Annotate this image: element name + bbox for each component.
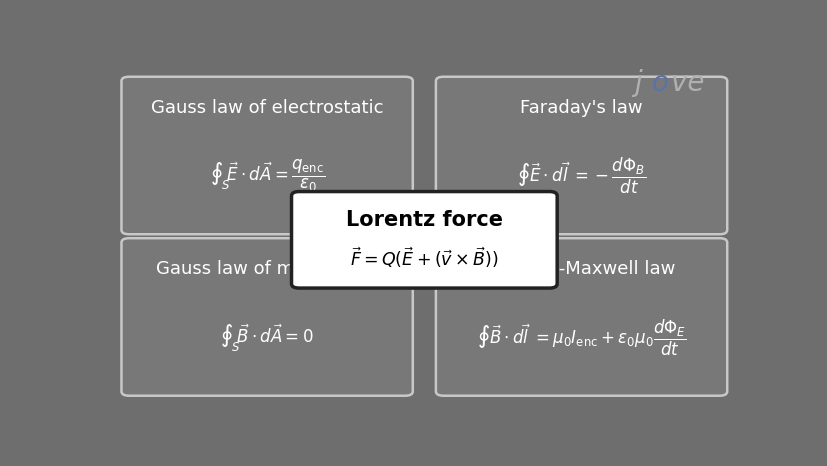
FancyBboxPatch shape [435, 238, 726, 396]
FancyBboxPatch shape [122, 77, 413, 234]
Text: Gauss law of magnetism: Gauss law of magnetism [155, 260, 378, 279]
FancyBboxPatch shape [122, 238, 413, 396]
Text: $\oint\vec{B}\cdot d\vec{l}\; = \mu_0 I_{\mathrm{enc}} + \varepsilon_0\mu_0\dfra: $\oint\vec{B}\cdot d\vec{l}\; = \mu_0 I_… [476, 318, 686, 358]
Text: Faraday's law: Faraday's law [519, 99, 642, 117]
FancyBboxPatch shape [291, 192, 557, 288]
Text: j: j [633, 69, 641, 97]
Text: $\oint\vec{E}\cdot d\vec{l}\; = -\dfrac{d\Phi_B}{dt}$: $\oint\vec{E}\cdot d\vec{l}\; = -\dfrac{… [516, 156, 645, 197]
Text: ve: ve [670, 69, 703, 97]
Text: Ampere-Maxwell law: Ampere-Maxwell law [487, 260, 675, 279]
Text: Gauss law of electrostatic: Gauss law of electrostatic [151, 99, 383, 117]
Text: o: o [651, 69, 668, 97]
Text: $\vec{F} = Q(\vec{E} + (\vec{v}\times\vec{B}))$: $\vec{F} = Q(\vec{E} + (\vec{v}\times\ve… [350, 245, 498, 270]
FancyBboxPatch shape [435, 77, 726, 234]
Text: $\oint_{S}\!\vec{E}\cdot d\vec{A} = \dfrac{q_{\mathrm{enc}}}{\varepsilon_0}$: $\oint_{S}\!\vec{E}\cdot d\vec{A} = \dfr… [209, 158, 324, 194]
Text: Lorentz force: Lorentz force [346, 210, 502, 230]
Text: $\oint_{S}\!\vec{B}\cdot d\vec{A} = 0$: $\oint_{S}\!\vec{B}\cdot d\vec{A} = 0$ [220, 322, 313, 354]
